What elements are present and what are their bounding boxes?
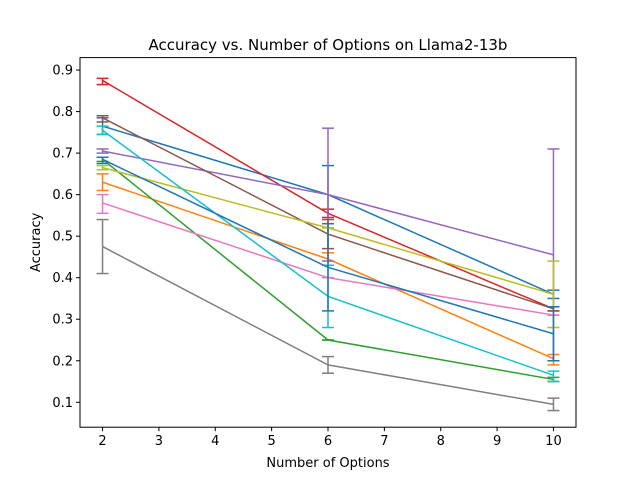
- y-tick-label: 0.7: [52, 147, 73, 162]
- y-tick-label: 0.1: [52, 396, 73, 411]
- y-tick-label: 0.9: [52, 64, 73, 79]
- series-11: [96, 156, 560, 362]
- x-tick-label: 6: [324, 434, 332, 449]
- x-tick-label: 4: [211, 434, 219, 449]
- x-tick-label: 7: [380, 434, 388, 449]
- y-axis-label: Accuracy: [29, 212, 44, 272]
- y-tick-label: 0.2: [52, 354, 73, 369]
- x-tick-label: 8: [437, 434, 445, 449]
- y-axis-ticks: 0.1 0.2 0.3 0.4 0.5 0.6 0.7 0.8 0.9: [52, 64, 80, 411]
- x-tick-label: 5: [267, 434, 275, 449]
- y-tick-label: 0.6: [52, 188, 73, 203]
- y-tick-label: 0.4: [52, 271, 73, 286]
- x-axis-label: Number of Options: [266, 456, 389, 471]
- x-tick-label: 10: [545, 434, 562, 449]
- x-tick-label: 2: [98, 434, 106, 449]
- series-layer: [96, 77, 560, 412]
- chart-title: Accuracy vs. Number of Options on Llama2…: [149, 36, 508, 54]
- y-tick-label: 0.3: [52, 313, 73, 328]
- x-tick-label: 3: [155, 434, 163, 449]
- x-tick-label: 9: [493, 434, 501, 449]
- x-axis-ticks: 2 3 4 5 6 7 8 9 10: [98, 427, 562, 449]
- series-8: [96, 218, 560, 412]
- y-tick-label: 0.5: [52, 230, 73, 245]
- y-tick-label: 0.8: [52, 105, 73, 120]
